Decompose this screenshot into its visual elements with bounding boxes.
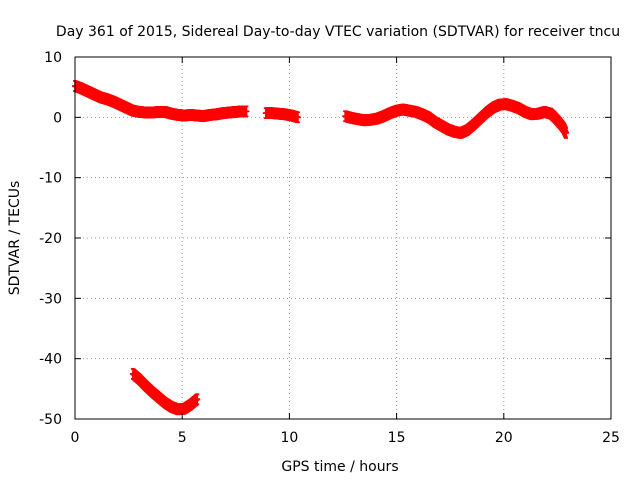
x-axis-label: GPS time / hours xyxy=(281,459,398,475)
tick-marks xyxy=(74,56,612,420)
data-point xyxy=(243,105,250,118)
x-tick-label: 10 xyxy=(280,430,298,446)
x-tick-label: 20 xyxy=(495,430,513,446)
x-tick-labels: 0 5 10 15 20 25 xyxy=(71,430,620,446)
chart-title: Day 361 of 2015, Sidereal Day-to-day VTE… xyxy=(56,24,620,40)
y-axis-label: SDTVAR / TECUs xyxy=(7,181,23,296)
data-point xyxy=(194,393,201,405)
x-tick-label: 25 xyxy=(602,430,620,446)
x-tick-label: 0 xyxy=(71,430,80,446)
data-points xyxy=(72,80,569,416)
data-point xyxy=(562,127,569,139)
data-point xyxy=(294,111,301,124)
y-tick-label: -40 xyxy=(39,352,62,368)
x-tick-label: 15 xyxy=(388,430,406,446)
y-tick-label: 10 xyxy=(44,50,62,66)
y-tick-labels: -50 -40 -30 -20 -10 0 10 xyxy=(39,50,62,428)
y-tick-label: 0 xyxy=(53,110,62,126)
x-tick-label: 5 xyxy=(178,430,187,446)
y-tick-label: -50 xyxy=(39,412,62,428)
y-tick-label: -20 xyxy=(39,231,62,247)
y-tick-label: -10 xyxy=(39,171,62,187)
y-tick-label: -30 xyxy=(39,291,62,307)
